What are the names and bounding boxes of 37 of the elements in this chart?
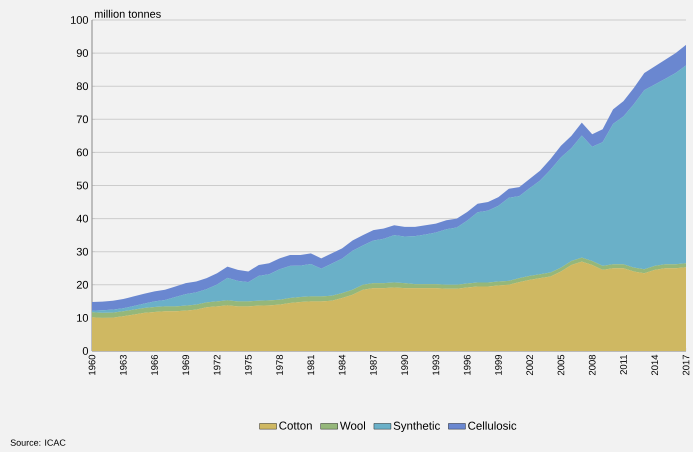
x-tick-label: 1978 bbox=[276, 354, 283, 375]
x-tick-label: 1969 bbox=[182, 354, 190, 375]
x-tick-label: 1984 bbox=[338, 354, 346, 375]
x-tick-label: 1981 bbox=[307, 354, 314, 375]
x-tick-label: 1963 bbox=[120, 354, 127, 375]
y-tick-label: 10 bbox=[77, 314, 88, 322]
x-tick-label: 1993 bbox=[432, 354, 440, 375]
y-tick-label: 100 bbox=[71, 16, 88, 24]
x-tick-label: 2014 bbox=[651, 354, 658, 376]
x-tick-label: 2008 bbox=[588, 354, 596, 376]
y-tick-label: 70 bbox=[76, 115, 88, 124]
x-tick-label: 2005 bbox=[558, 354, 564, 376]
x-tick-label: 2017 bbox=[682, 354, 690, 376]
x-tick-label: 1966 bbox=[151, 354, 158, 375]
x-tick-label: 2002 bbox=[526, 354, 534, 376]
legend-label: Cellulosic bbox=[468, 421, 516, 430]
x-tick-label: 1990 bbox=[401, 354, 408, 375]
x-tick-label: 2011 bbox=[620, 354, 627, 374]
legend-label: Synthetic bbox=[394, 421, 440, 432]
x-tick-label: 1999 bbox=[495, 354, 502, 375]
x-tick-label: 1996 bbox=[464, 354, 471, 375]
x-tick-label: 1975 bbox=[244, 354, 252, 375]
y-tick-label: 80 bbox=[76, 82, 88, 90]
x-tick-label: 1987 bbox=[370, 354, 377, 375]
y-tick-label: 40 bbox=[76, 214, 88, 222]
y-axis-title: million tonnes bbox=[94, 10, 161, 18]
x-tick-label: 1972 bbox=[214, 354, 220, 375]
y-tick-label: 50 bbox=[76, 182, 88, 190]
y-tick-label: 20 bbox=[76, 280, 88, 289]
y-tick-label: 90 bbox=[76, 49, 88, 57]
source-note: Source: ICAC bbox=[10, 439, 66, 446]
y-tick-label: 30 bbox=[76, 248, 88, 256]
legend-label: Wool bbox=[340, 421, 365, 430]
x-tick-label: 1960 bbox=[88, 354, 96, 375]
y-tick-label: 60 bbox=[76, 148, 88, 156]
legend-label: Cotton bbox=[279, 422, 312, 430]
y-tick-label: 0 bbox=[82, 347, 88, 355]
